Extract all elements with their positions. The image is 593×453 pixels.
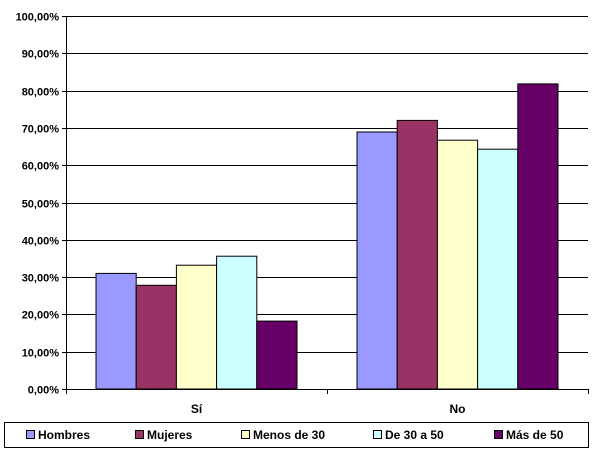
legend-item: Menos de 30: [241, 428, 325, 442]
x-category-label: Sí: [191, 402, 203, 416]
y-tick-label: 60,00%: [22, 161, 60, 173]
legend-label: Hombres: [38, 428, 90, 442]
y-tick-label: 30,00%: [22, 273, 60, 285]
legend-label: Menos de 30: [253, 428, 325, 442]
legend-swatch: [241, 430, 250, 439]
legend-label: Más de 50: [506, 428, 564, 442]
bars: [95, 83, 559, 390]
bar: [95, 272, 137, 390]
bar: [135, 284, 177, 390]
legend-box: [4, 422, 589, 448]
legend: Hombres Mujeres Menos de 30 De 30 a 50 Más d…: [4, 422, 589, 448]
bar: [517, 83, 559, 390]
bar: [216, 255, 258, 390]
y-tick-label: 80,00%: [22, 87, 60, 99]
y-tick-label: 90,00%: [22, 49, 60, 61]
legend-item: Más de 50: [494, 428, 564, 442]
legend-swatch: [373, 430, 382, 439]
y-tick-label: 20,00%: [22, 310, 60, 322]
bar: [356, 131, 398, 390]
legend-swatch: [135, 430, 144, 439]
bar: [175, 264, 218, 390]
legend-item: Mujeres: [135, 428, 193, 442]
bar: [396, 119, 438, 390]
legend-item: Hombres: [26, 428, 90, 442]
bar: [477, 148, 519, 390]
x-axis-category-labels: Sí No: [191, 402, 466, 416]
y-axis-tick-labels: 0,00% 10,00% 20,00% 30,00% 40,00% 50,00% 60,00…: [16, 12, 60, 397]
axes: [62, 16, 589, 394]
legend-label: De 30 a 50: [385, 428, 444, 442]
y-tick-label: 70,00%: [22, 124, 60, 136]
bar: [256, 320, 298, 390]
y-tick-label: 10,00%: [22, 348, 60, 360]
legend-label: Mujeres: [147, 428, 193, 442]
y-tick-label: 40,00%: [22, 236, 60, 248]
legend-item: De 30 a 50: [373, 428, 444, 442]
bar: [436, 139, 479, 390]
y-tick-label: 50,00%: [22, 199, 60, 211]
legend-swatch: [494, 430, 503, 439]
y-tick-label: 100,00%: [16, 12, 60, 24]
y-tick-label: 0,00%: [28, 385, 59, 397]
x-category-label: No: [450, 402, 466, 416]
legend-swatch: [26, 430, 35, 439]
